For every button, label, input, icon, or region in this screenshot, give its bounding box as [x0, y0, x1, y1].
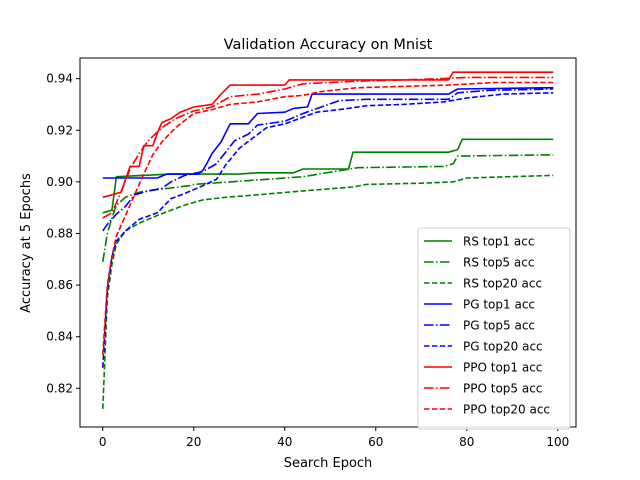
legend-label: RS top5 acc: [463, 256, 534, 270]
legend-label: PPO top1 acc: [463, 361, 542, 375]
legend-label: RS top20 acc: [463, 277, 542, 291]
x-tick-label: 80: [459, 435, 474, 449]
chart-title: Validation Accuracy on Mnist: [224, 37, 433, 53]
series-line-pg-top20-acc: [102, 92, 554, 368]
x-tick-label: 40: [277, 435, 292, 449]
y-tick-label: 0.92: [46, 123, 73, 137]
y-tick-label: 0.84: [46, 330, 73, 344]
series-line-rs-top5-acc: [102, 154, 554, 263]
legend-label: PPO top20 acc: [463, 403, 550, 417]
legend: RS top1 acc RS top5 acc RS top20 acc PG top…: [417, 227, 571, 430]
series-line-pg-top5-acc: [102, 88, 554, 232]
x-tick-label: 20: [186, 435, 201, 449]
series-line-ppo-top5-acc: [102, 76, 554, 219]
y-axis: 0.82 0.84 0.86 0.88 0.90 0.92 0.94: [46, 72, 80, 395]
y-tick-label: 0.86: [46, 278, 73, 292]
x-axis-label: Search Epoch: [284, 456, 373, 471]
legend-label: PG top1 acc: [463, 298, 535, 312]
y-tick-label: 0.90: [46, 175, 73, 189]
y-tick-label: 0.88: [46, 226, 73, 240]
x-tick-label: 60: [368, 435, 383, 449]
legend-label: PPO top5 acc: [463, 382, 542, 396]
legend-label: RS top1 acc: [463, 235, 534, 249]
y-axis-label: Accuracy at 5 Epochs: [19, 173, 34, 313]
legend-box: [417, 227, 571, 430]
series-line-rs-top20-acc: [102, 174, 554, 409]
series-line-rs-top1-acc: [102, 138, 554, 214]
plot-frame: [79, 57, 577, 428]
series-line-ppo-top20-acc: [102, 81, 554, 355]
series-line-pg-top1-acc: [102, 86, 554, 179]
x-axis: 0 20 40 60 80 100: [99, 427, 569, 449]
legend-label: PG top5 acc: [463, 319, 535, 333]
series-layer: [102, 71, 554, 409]
y-tick-label: 0.82: [46, 381, 73, 395]
legend-label: PG top20 acc: [463, 340, 543, 354]
x-tick-label: 100: [546, 435, 569, 449]
y-tick-label: 0.94: [46, 72, 73, 86]
x-tick-label: 0: [99, 435, 107, 449]
